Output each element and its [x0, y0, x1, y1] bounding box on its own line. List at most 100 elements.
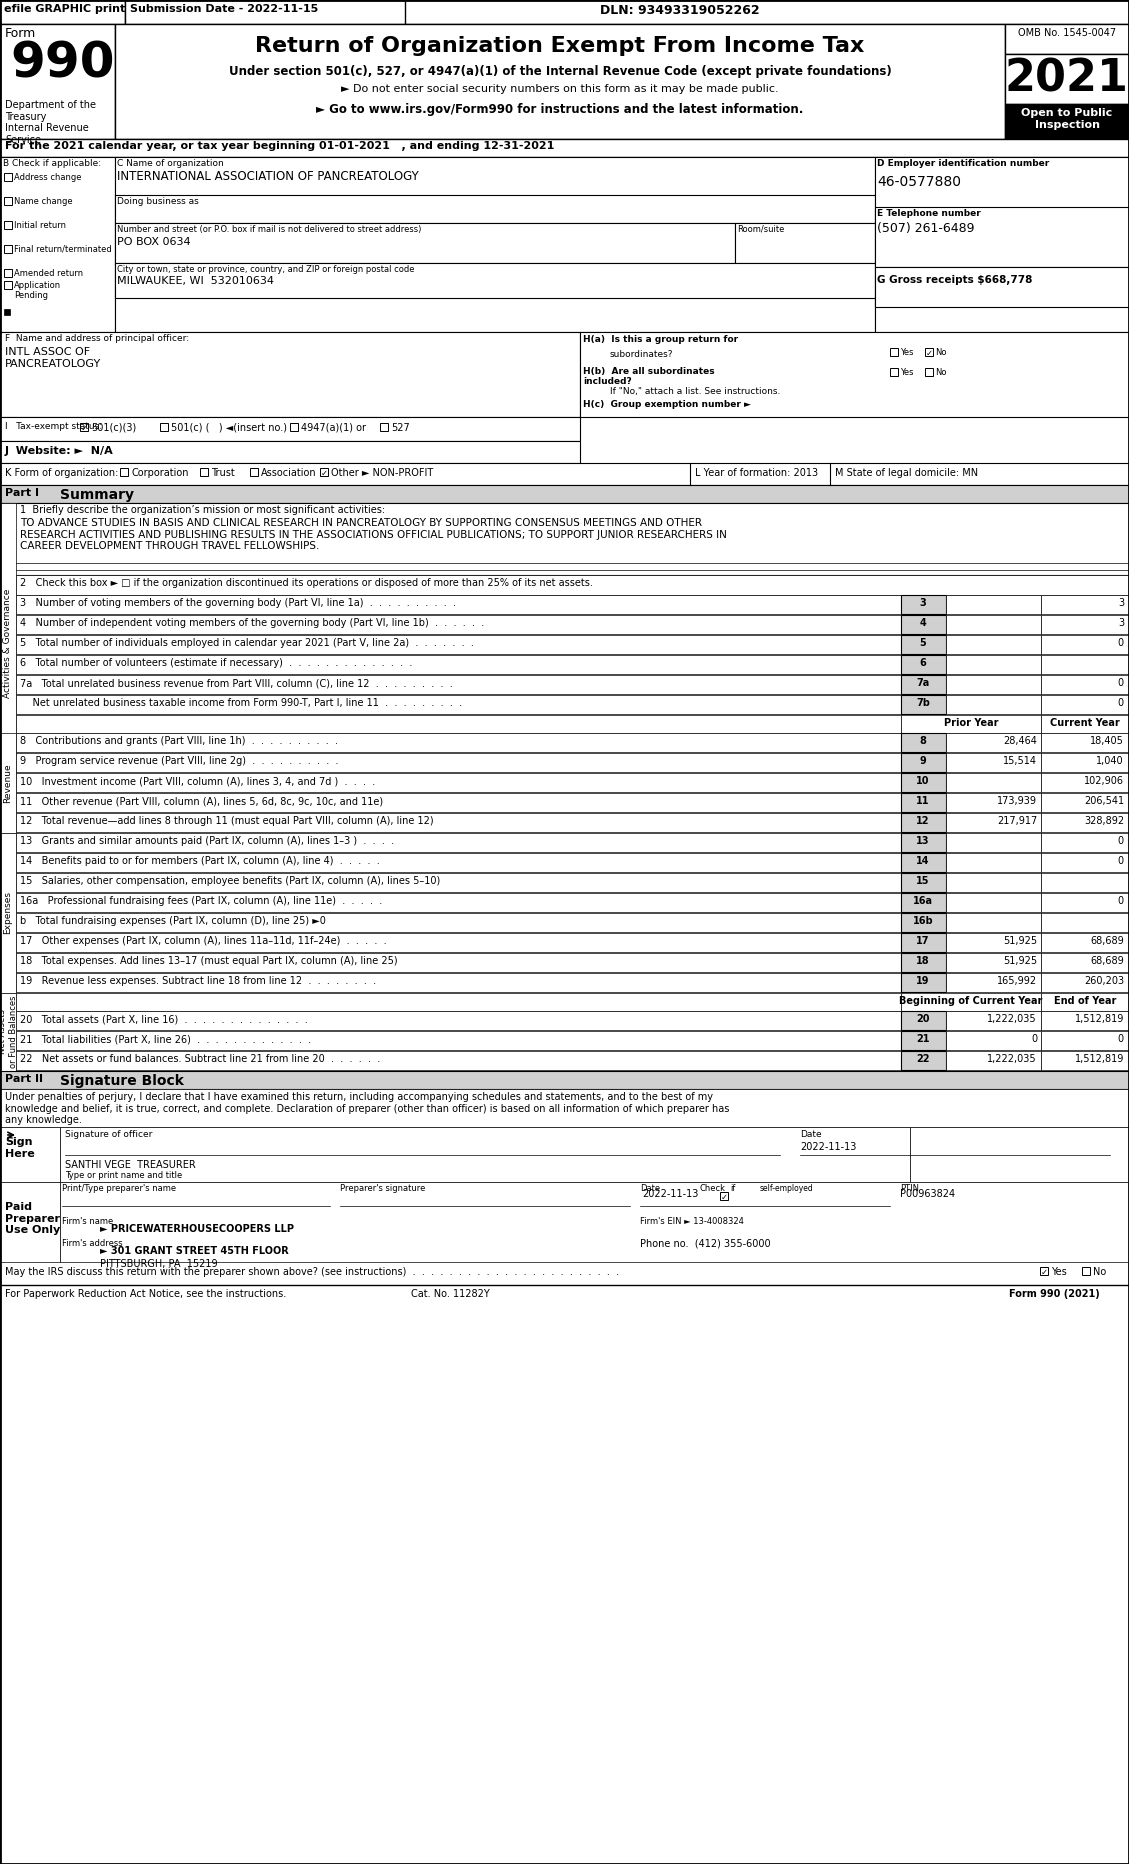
Bar: [901, 854, 946, 872]
Bar: [890, 349, 898, 356]
Bar: [946, 753, 1041, 772]
Bar: [1041, 716, 1129, 733]
Text: 1,222,035: 1,222,035: [988, 1014, 1038, 1023]
Text: C Name of organization: C Name of organization: [117, 158, 224, 168]
Text: 0: 0: [1118, 697, 1124, 708]
Text: if: if: [730, 1184, 735, 1193]
Bar: [1082, 1268, 1089, 1275]
Bar: [16, 636, 901, 654]
Bar: [925, 349, 933, 356]
Bar: [0, 1072, 1129, 1089]
Text: Print/Type preparer's name: Print/Type preparer's name: [62, 1184, 176, 1193]
Bar: [1041, 893, 1129, 911]
Bar: [1005, 54, 1129, 104]
Text: 260,203: 260,203: [1084, 977, 1124, 986]
Text: 1,512,819: 1,512,819: [1075, 1053, 1124, 1064]
Bar: [115, 224, 735, 263]
Text: No: No: [935, 349, 946, 358]
Text: 51,925: 51,925: [1003, 956, 1038, 966]
Text: ► Do not enter social security numbers on this form as it may be made public.: ► Do not enter social security numbers o…: [341, 84, 779, 93]
Bar: [0, 1089, 1129, 1128]
Bar: [200, 468, 208, 475]
Bar: [946, 615, 1041, 634]
Bar: [901, 675, 946, 693]
Text: B Check if applicable:: B Check if applicable:: [3, 158, 102, 168]
Text: Part II: Part II: [5, 1074, 43, 1085]
Text: 501(c)(3): 501(c)(3): [91, 423, 137, 432]
Bar: [890, 367, 898, 377]
Text: 13: 13: [917, 835, 930, 846]
Text: 16a   Professional fundraising fees (Part IX, column (A), line 11e)  .  .  .  . : 16a Professional fundraising fees (Part …: [20, 897, 383, 906]
Bar: [1041, 636, 1129, 654]
Text: Firm's name: Firm's name: [62, 1217, 113, 1227]
Text: 21: 21: [917, 1035, 930, 1044]
Text: 17   Other expenses (Part IX, column (A), lines 11a–11d, 11f–24e)  .  .  .  .  .: 17 Other expenses (Part IX, column (A), …: [20, 936, 386, 947]
Text: 51,925: 51,925: [1003, 936, 1038, 947]
Text: 0: 0: [1118, 1035, 1124, 1044]
Text: Current Year: Current Year: [1050, 718, 1120, 729]
Text: 0: 0: [1118, 637, 1124, 649]
Bar: [5, 222, 12, 229]
Bar: [946, 595, 1041, 613]
Text: 14: 14: [917, 856, 930, 867]
Bar: [901, 893, 946, 911]
Bar: [16, 654, 901, 675]
Bar: [0, 485, 1129, 503]
Text: 4   Number of independent voting members of the governing body (Part VI, line 1b: 4 Number of independent voting members o…: [20, 619, 484, 628]
Bar: [901, 733, 946, 751]
Text: M State of legal domicile: MN: M State of legal domicile: MN: [835, 468, 978, 477]
Text: ✓: ✓: [1041, 1268, 1048, 1277]
Text: 16a: 16a: [913, 897, 933, 906]
Bar: [1041, 953, 1129, 971]
Text: 12   Total revenue—add lines 8 through 11 (must equal Part VIII, column (A), lin: 12 Total revenue—add lines 8 through 11 …: [20, 816, 434, 826]
Text: 20: 20: [917, 1014, 930, 1023]
Text: PITTSBURGH, PA  15219: PITTSBURGH, PA 15219: [100, 1258, 218, 1269]
Bar: [0, 503, 16, 783]
Bar: [1041, 1051, 1129, 1070]
Text: 5: 5: [920, 637, 927, 649]
Text: 3: 3: [1118, 598, 1124, 608]
Text: self-employed: self-employed: [760, 1184, 814, 1193]
Bar: [5, 173, 12, 181]
Text: 0: 0: [1118, 897, 1124, 906]
Bar: [5, 198, 12, 205]
Text: 10   Investment income (Part VIII, column (A), lines 3, 4, and 7d )  .  .  .  .: 10 Investment income (Part VIII, column …: [20, 775, 375, 787]
Bar: [1041, 695, 1129, 714]
Bar: [16, 615, 901, 634]
Text: (507) 261-6489: (507) 261-6489: [877, 222, 974, 235]
Text: Yes: Yes: [1051, 1268, 1067, 1277]
Bar: [5, 268, 12, 278]
Text: 68,689: 68,689: [1091, 936, 1124, 947]
Text: Under penalties of perjury, I declare that I have examined this return, includin: Under penalties of perjury, I declare th…: [5, 1092, 729, 1126]
Text: P00963824: P00963824: [900, 1189, 955, 1199]
Bar: [901, 1051, 946, 1070]
Bar: [901, 813, 946, 831]
Bar: [380, 423, 388, 431]
Bar: [1041, 792, 1129, 813]
Text: Check: Check: [700, 1184, 726, 1193]
Text: 8: 8: [919, 736, 927, 746]
Bar: [901, 973, 946, 992]
Bar: [1041, 595, 1129, 613]
Text: Net unrelated business taxable income from Form 990-T, Part I, line 11  .  .  . : Net unrelated business taxable income fr…: [20, 697, 462, 708]
Bar: [16, 716, 901, 733]
Bar: [16, 973, 901, 992]
Text: 16b: 16b: [912, 915, 934, 926]
Bar: [0, 140, 1129, 157]
Bar: [946, 636, 1041, 654]
Bar: [0, 733, 16, 833]
Bar: [901, 695, 946, 714]
Bar: [1041, 753, 1129, 772]
Text: 17: 17: [917, 936, 930, 947]
Text: TO ADVANCE STUDIES IN BASIS AND CLINICAL RESEARCH IN PANCREATOLOGY BY SUPPORTING: TO ADVANCE STUDIES IN BASIS AND CLINICAL…: [20, 518, 727, 552]
Text: Date: Date: [800, 1130, 822, 1139]
Text: May the IRS discuss this return with the preparer shown above? (see instructions: May the IRS discuss this return with the…: [5, 1268, 619, 1277]
Text: Expenses: Expenses: [3, 891, 12, 934]
Bar: [0, 442, 580, 462]
Bar: [320, 468, 329, 475]
Text: 10: 10: [917, 775, 930, 787]
Bar: [1041, 675, 1129, 693]
Text: 5   Total number of individuals employed in calendar year 2021 (Part V, line 2a): 5 Total number of individuals employed i…: [20, 637, 474, 649]
Text: 0: 0: [1118, 856, 1124, 867]
Text: H(b)  Are all subordinates
included?: H(b) Are all subordinates included?: [583, 367, 715, 386]
